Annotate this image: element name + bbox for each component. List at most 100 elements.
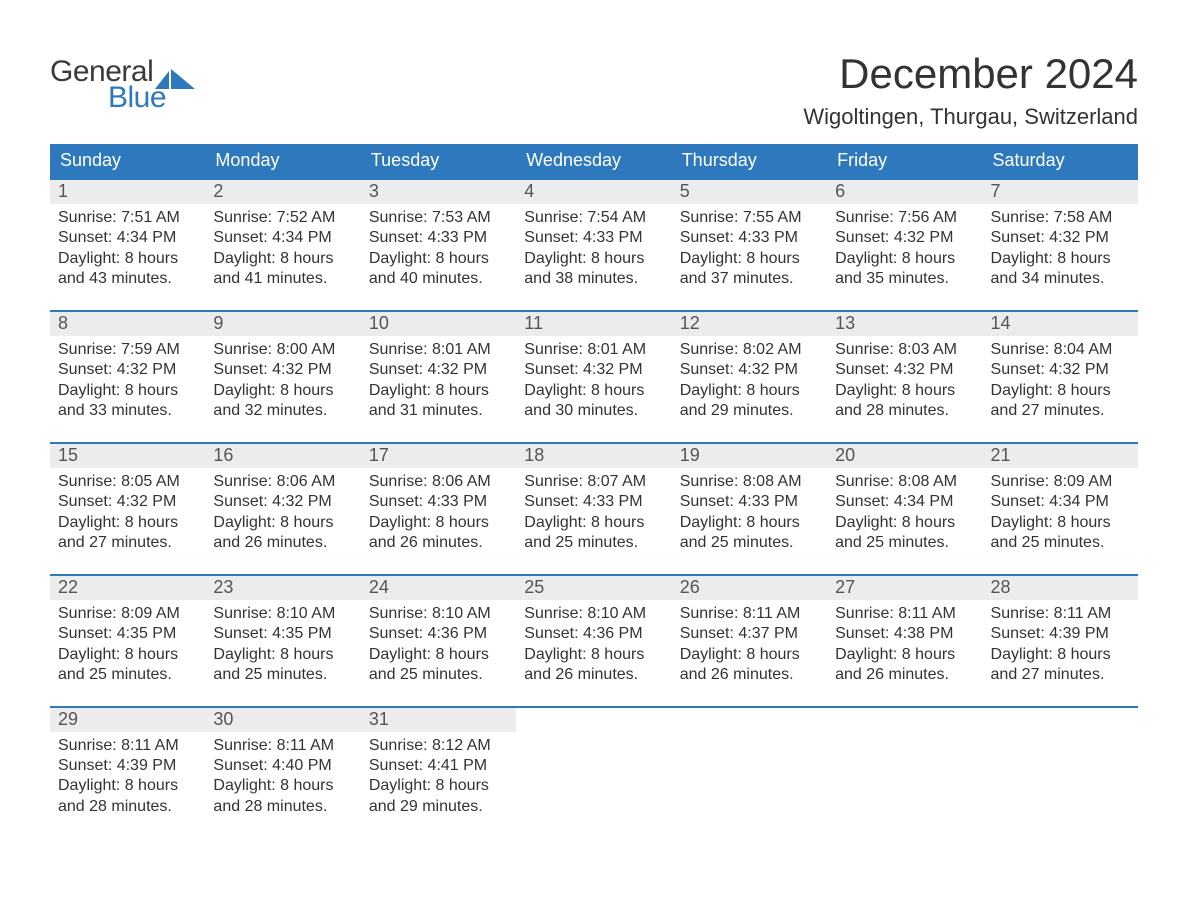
sunrise-line: Sunrise: 8:05 AM (58, 472, 197, 492)
day-details: Sunrise: 8:06 AMSunset: 4:32 PMDaylight:… (205, 468, 360, 554)
calendar-day-cell: 7Sunrise: 7:58 AMSunset: 4:32 PMDaylight… (983, 180, 1138, 290)
calendar-day-cell: 8Sunrise: 7:59 AMSunset: 4:32 PMDaylight… (50, 312, 205, 422)
daylight-line: Daylight: 8 hours and 27 minutes. (991, 381, 1130, 422)
day-number: 10 (361, 312, 516, 336)
sunrise-line: Sunrise: 7:55 AM (680, 208, 819, 228)
daylight-line: Daylight: 8 hours and 41 minutes. (213, 249, 352, 290)
day-details: Sunrise: 7:54 AMSunset: 4:33 PMDaylight:… (516, 204, 671, 290)
sunset-line: Sunset: 4:32 PM (213, 492, 352, 512)
calendar-day-cell: 9Sunrise: 8:00 AMSunset: 4:32 PMDaylight… (205, 312, 360, 422)
calendar-day-cell: 11Sunrise: 8:01 AMSunset: 4:32 PMDayligh… (516, 312, 671, 422)
daylight-line: Daylight: 8 hours and 25 minutes. (524, 513, 663, 554)
sunrise-line: Sunrise: 8:08 AM (835, 472, 974, 492)
page-title: December 2024 (803, 50, 1138, 98)
day-number: 7 (983, 180, 1138, 204)
day-details: Sunrise: 8:11 AMSunset: 4:39 PMDaylight:… (983, 600, 1138, 686)
weekday-header: Wednesday (516, 144, 671, 178)
day-number: 31 (361, 708, 516, 732)
day-number: 15 (50, 444, 205, 468)
sunset-line: Sunset: 4:34 PM (835, 492, 974, 512)
day-number: 9 (205, 312, 360, 336)
daylight-line: Daylight: 8 hours and 25 minutes. (835, 513, 974, 554)
day-details: Sunrise: 8:09 AMSunset: 4:34 PMDaylight:… (983, 468, 1138, 554)
weekday-header-row: SundayMondayTuesdayWednesdayThursdayFrid… (50, 144, 1138, 178)
calendar-week-row: 1Sunrise: 7:51 AMSunset: 4:34 PMDaylight… (50, 178, 1138, 290)
sunset-line: Sunset: 4:32 PM (991, 228, 1130, 248)
sunrise-line: Sunrise: 7:53 AM (369, 208, 508, 228)
daylight-line: Daylight: 8 hours and 33 minutes. (58, 381, 197, 422)
day-details: Sunrise: 8:01 AMSunset: 4:32 PMDaylight:… (516, 336, 671, 422)
day-details: Sunrise: 8:11 AMSunset: 4:37 PMDaylight:… (672, 600, 827, 686)
day-details: Sunrise: 8:12 AMSunset: 4:41 PMDaylight:… (361, 732, 516, 818)
sunset-line: Sunset: 4:36 PM (369, 624, 508, 644)
sunset-line: Sunset: 4:33 PM (680, 492, 819, 512)
sunset-line: Sunset: 4:39 PM (991, 624, 1130, 644)
day-number: 29 (50, 708, 205, 732)
daylight-line: Daylight: 8 hours and 25 minutes. (680, 513, 819, 554)
weekday-header: Tuesday (361, 144, 516, 178)
sunset-line: Sunset: 4:40 PM (213, 756, 352, 776)
sunset-line: Sunset: 4:32 PM (991, 360, 1130, 380)
calendar-week-row: 29 Sunrise: 8:11 AM Sunset: 4:39 PMDayligh… (50, 706, 1138, 818)
day-details: Sunrise: 8:10 AMSunset: 4:35 PMDaylight:… (205, 600, 360, 686)
calendar-day-cell: 6Sunrise: 7:56 AMSunset: 4:32 PMDaylight… (827, 180, 982, 290)
sunset-line: Sunset: 4:34 PM (213, 228, 352, 248)
daylight-line: Daylight: 8 hours and 25 minutes. (991, 513, 1130, 554)
calendar-day-cell: 15Sunrise: 8:05 AMSunset: 4:32 PMDayligh… (50, 444, 205, 554)
day-number: 8 (50, 312, 205, 336)
sunrise-line: Sunrise: 8:11 AM (835, 604, 974, 624)
day-number: 2 (205, 180, 360, 204)
sunrise-line: Sunrise: 7:51 AM (58, 208, 197, 228)
sunset-line: Sunset: 4:36 PM (524, 624, 663, 644)
brand-word-2: Blue (108, 81, 166, 115)
day-details: Sunrise: 8:08 AMSunset: 4:34 PMDaylight:… (827, 468, 982, 554)
sunrise-line: Sunrise: 7:52 AM (213, 208, 352, 228)
sunset-line: Sunset: 4:32 PM (835, 228, 974, 248)
sunset-line: Sunset: 4:38 PM (835, 624, 974, 644)
day-details: Sunrise: 8:00 AMSunset: 4:32 PMDaylight:… (205, 336, 360, 422)
day-number: 30 (205, 708, 360, 732)
calendar-day-cell: 31Sunrise: 8:12 AMSunset: 4:41 PMDayligh… (361, 708, 516, 818)
day-number: 26 (672, 576, 827, 600)
day-number: 18 (516, 444, 671, 468)
day-number: 22 (50, 576, 205, 600)
day-details: Sunrise: 8:04 AMSunset: 4:32 PMDaylight:… (983, 336, 1138, 422)
calendar-week-row: 8Sunrise: 7:59 AMSunset: 4:32 PMDaylight… (50, 310, 1138, 422)
calendar-day-cell: 28Sunrise: 8:11 AMSunset: 4:39 PMDayligh… (983, 576, 1138, 686)
brand-logo: General Blue (50, 30, 199, 115)
day-number: 23 (205, 576, 360, 600)
calendar-day-cell: 5Sunrise: 7:55 AMSunset: 4:33 PMDaylight… (672, 180, 827, 290)
day-details: Sunrise: 8:08 AMSunset: 4:33 PMDaylight:… (672, 468, 827, 554)
calendar-day-cell: 4Sunrise: 7:54 AMSunset: 4:33 PMDaylight… (516, 180, 671, 290)
title-block: December 2024 Wigoltingen, Thurgau, Swit… (803, 30, 1138, 144)
daylight-line: Daylight: 8 hours and 26 minutes. (369, 513, 508, 554)
calendar-day-cell: 17Sunrise: 8:06 AMSunset: 4:33 PMDayligh… (361, 444, 516, 554)
day-details: Sunrise: 8:11 AMSunset: 4:40 PMDaylight:… (205, 732, 360, 818)
calendar-day-cell: 12Sunrise: 8:02 AMSunset: 4:32 PMDayligh… (672, 312, 827, 422)
day-details: Sunrise: 7:56 AMSunset: 4:32 PMDaylight:… (827, 204, 982, 290)
weekday-header: Friday (827, 144, 982, 178)
sunset-line: Sunset: 4:32 PM (213, 360, 352, 380)
sunrise-line: Sunrise: 8:07 AM (524, 472, 663, 492)
weekday-header: Saturday (983, 144, 1138, 178)
day-number: 19 (672, 444, 827, 468)
sunset-line: Sunset: 4:39 PM (58, 756, 197, 776)
sunset-line: Sunset: 4:33 PM (369, 228, 508, 248)
calendar-day-cell: 23Sunrise: 8:10 AMSunset: 4:35 PMDayligh… (205, 576, 360, 686)
daylight-line: Daylight: 8 hours and 35 minutes. (835, 249, 974, 290)
sunrise-line: Sunrise: 7:59 AM (58, 340, 197, 360)
daylight-line: Daylight: 8 hours and 28 minutes. (58, 776, 197, 817)
location-line: Wigoltingen, Thurgau, Switzerland (803, 104, 1138, 130)
day-number: 21 (983, 444, 1138, 468)
calendar-day-cell: 18Sunrise: 8:07 AMSunset: 4:33 PMDayligh… (516, 444, 671, 554)
sunset-line: Sunset: 4:37 PM (680, 624, 819, 644)
sunrise-line: Sunrise: 8:04 AM (991, 340, 1130, 360)
sunrise-line: Sunrise: 8:11 AM (213, 736, 352, 756)
calendar-day-cell: 27Sunrise: 8:11 AMSunset: 4:38 PMDayligh… (827, 576, 982, 686)
daylight-line: Daylight: 8 hours and 25 minutes. (369, 645, 508, 686)
day-details: Sunrise: 8:06 AMSunset: 4:33 PMDaylight:… (361, 468, 516, 554)
day-details: Sunrise: 7:59 AMSunset: 4:32 PMDaylight:… (50, 336, 205, 422)
calendar-day-cell: 10Sunrise: 8:01 AMSunset: 4:32 PMDayligh… (361, 312, 516, 422)
calendar-day-cell: 25Sunrise: 8:10 AMSunset: 4:36 PMDayligh… (516, 576, 671, 686)
day-number: 17 (361, 444, 516, 468)
